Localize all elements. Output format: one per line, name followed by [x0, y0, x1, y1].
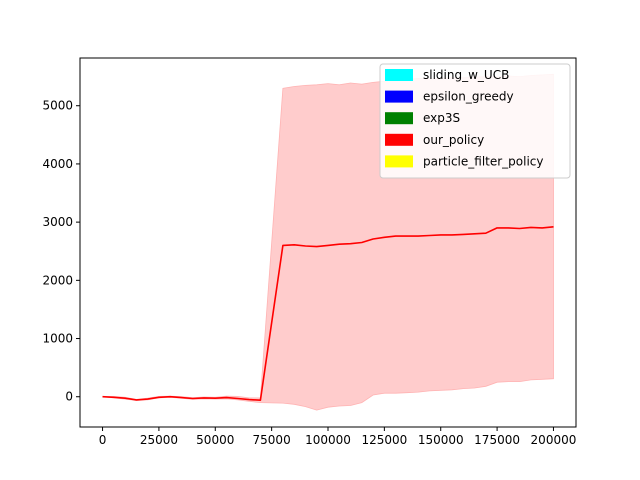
y-tick-label: 5000	[42, 99, 73, 113]
x-tick-label: 125000	[361, 433, 407, 447]
x-tick-label: 50000	[196, 433, 234, 447]
legend-box	[379, 63, 571, 179]
x-tick-label: 0	[99, 433, 107, 447]
legend: sliding_w_UCB epsilon_greedy exp3S our_poli…	[379, 63, 571, 179]
y-tick-label: 2000	[42, 273, 73, 287]
legend-label-epsilon_greedy: epsilon_greedy	[423, 90, 514, 104]
legend-swatch-particle_filter_policy	[385, 155, 413, 168]
legend-label-particle_filter_policy: particle_filter_policy	[423, 154, 544, 168]
legend-label-exp3S: exp3S	[423, 111, 460, 125]
x-tick-label: 75000	[253, 433, 291, 447]
x-tick-label: 100000	[305, 433, 351, 447]
y-tick-label: 0	[65, 390, 73, 404]
legend-label-our_policy: our_policy	[423, 133, 484, 147]
series-line-our_policy	[102, 226, 554, 402]
legend-swatch-our_policy	[385, 133, 413, 146]
x-tick-label: 200000	[531, 433, 577, 447]
y-tick-label: 4000	[42, 157, 73, 171]
legend-swatch-exp3S	[385, 112, 413, 125]
y-tick-label: 1000	[42, 332, 73, 346]
axes: 0 25000 50000 75000 100000 125000 150000 175000…	[42, 57, 577, 447]
legend-swatch-epsilon_greedy	[385, 90, 413, 103]
legend-label-sliding_w_UCB: sliding_w_UCB	[423, 68, 509, 82]
x-tick-label: 25000	[140, 433, 178, 447]
x-tick-label: 175000	[474, 433, 520, 447]
x-tick-label: 150000	[418, 433, 464, 447]
legend-swatch-sliding_w_UCB	[385, 69, 413, 81]
y-tick-label: 3000	[42, 215, 73, 229]
